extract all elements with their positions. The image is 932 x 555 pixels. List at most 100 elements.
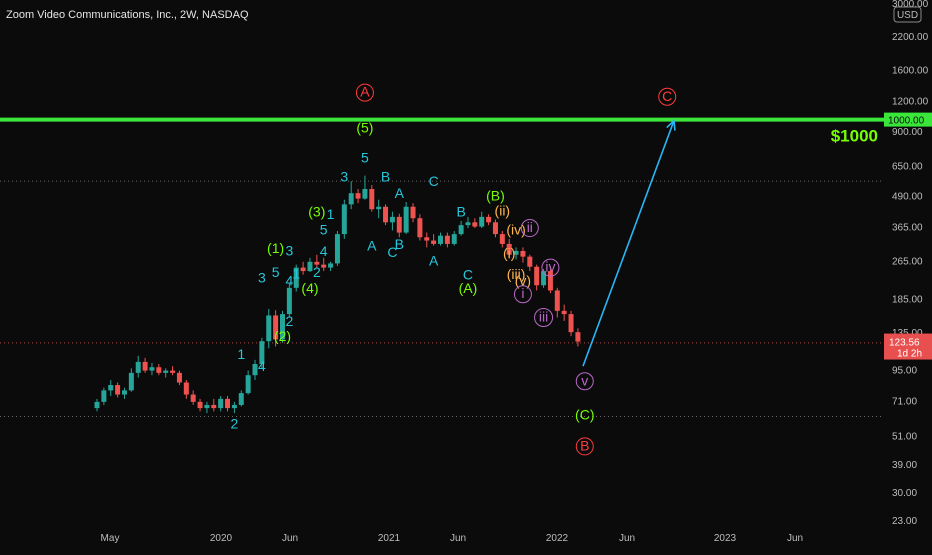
wave-label[interactable]: (4) [301, 280, 318, 296]
candle[interactable] [341, 199, 347, 239]
wave-label[interactable]: (i) [503, 245, 515, 261]
wave-label[interactable]: 1 [292, 265, 300, 281]
candle[interactable] [135, 355, 141, 378]
candle[interactable] [410, 203, 416, 223]
candle[interactable] [101, 387, 107, 405]
wave-label[interactable]: 3 [285, 242, 293, 258]
wave-label[interactable]: B [381, 169, 390, 185]
candle[interactable] [472, 218, 478, 229]
wave-label[interactable]: (3) [308, 204, 325, 220]
wave-label[interactable]: i [513, 285, 532, 304]
candle[interactable] [252, 359, 258, 381]
wave-label[interactable]: 4 [285, 272, 293, 288]
candle[interactable] [520, 247, 526, 263]
candle[interactable] [513, 247, 519, 260]
wave-label[interactable]: (5) [356, 119, 373, 135]
candle[interactable] [334, 231, 340, 266]
wave-label[interactable]: C [658, 87, 677, 106]
candle[interactable] [348, 181, 354, 210]
candle[interactable] [94, 398, 100, 412]
candle[interactable] [561, 304, 567, 321]
wave-label[interactable]: (iii) [507, 266, 526, 282]
candle[interactable] [225, 395, 231, 412]
candle[interactable] [534, 264, 540, 291]
currency-badge[interactable]: USD [893, 6, 922, 23]
wave-label[interactable]: iv [541, 258, 560, 277]
candle[interactable] [424, 232, 430, 248]
candle[interactable] [259, 337, 265, 369]
wave-label[interactable]: 2 [313, 264, 321, 280]
wave-label[interactable]: 3 [340, 169, 348, 185]
candle[interactable] [451, 231, 457, 246]
candle[interactable] [506, 238, 512, 259]
candle[interactable] [444, 232, 450, 248]
wave-label[interactable]: (B) [486, 187, 505, 203]
candle[interactable] [527, 254, 533, 272]
candle[interactable] [149, 362, 155, 376]
wave-label[interactable]: (C) [575, 407, 594, 423]
candle[interactable] [190, 390, 196, 405]
candle[interactable] [389, 211, 395, 231]
wave-label[interactable]: (iv) [506, 222, 525, 238]
wave-label[interactable]: 5 [272, 264, 280, 280]
wave-label[interactable]: C [387, 244, 397, 260]
candle[interactable] [575, 328, 581, 347]
candle[interactable] [293, 264, 299, 292]
wave-label[interactable]: (2) [274, 328, 291, 344]
candle[interactable] [328, 261, 334, 272]
wave-label[interactable]: 2 [285, 313, 293, 329]
candle[interactable] [170, 366, 176, 376]
candle[interactable] [197, 398, 203, 412]
candle[interactable] [156, 364, 162, 376]
candle[interactable] [286, 282, 292, 318]
wave-label[interactable]: A [355, 83, 374, 102]
candle[interactable] [211, 398, 217, 412]
candle[interactable] [369, 185, 375, 212]
candle[interactable] [499, 231, 505, 248]
wave-label[interactable]: ii [520, 219, 539, 238]
wave-label[interactable]: 5 [361, 149, 369, 165]
candle[interactable] [218, 395, 224, 412]
candle[interactable] [403, 202, 409, 235]
wave-label[interactable]: B [456, 204, 465, 220]
candle[interactable] [279, 310, 285, 343]
candle[interactable] [431, 234, 437, 246]
candle[interactable] [362, 175, 368, 200]
candle[interactable] [547, 266, 553, 294]
wave-label[interactable]: 1 [327, 206, 335, 222]
candle[interactable] [108, 380, 114, 396]
candle[interactable] [115, 382, 121, 398]
wave-label[interactable]: iii [534, 307, 554, 327]
candle[interactable] [266, 308, 272, 349]
candle[interactable] [142, 357, 148, 373]
candle[interactable] [238, 390, 244, 407]
candle[interactable] [245, 370, 251, 395]
candle[interactable] [204, 401, 210, 414]
wave-label[interactable]: 2 [231, 416, 239, 432]
candle[interactable] [321, 257, 327, 272]
wave-label[interactable]: (ii) [495, 202, 511, 218]
wave-label[interactable]: C [463, 267, 473, 283]
wave-label[interactable]: 4 [320, 243, 328, 259]
candle[interactable] [176, 370, 182, 386]
candle[interactable] [383, 204, 389, 226]
wave-label[interactable]: A [429, 253, 439, 269]
wave-label[interactable]: 4 [258, 358, 266, 374]
wave-label[interactable]: B [395, 236, 404, 252]
wave-label[interactable]: C [429, 173, 439, 189]
candle[interactable] [355, 189, 361, 204]
candle[interactable] [465, 216, 471, 229]
wave-label[interactable]: 1 [237, 346, 245, 362]
candle[interactable] [486, 214, 492, 226]
candle[interactable] [458, 220, 464, 236]
candle[interactable] [307, 257, 313, 272]
candle[interactable] [128, 368, 134, 392]
candle[interactable] [492, 219, 498, 238]
candle[interactable] [568, 310, 574, 337]
wave-label[interactable]: (1) [267, 240, 284, 256]
candle[interactable] [396, 213, 402, 238]
candle[interactable] [314, 254, 320, 268]
candle[interactable] [376, 199, 382, 219]
